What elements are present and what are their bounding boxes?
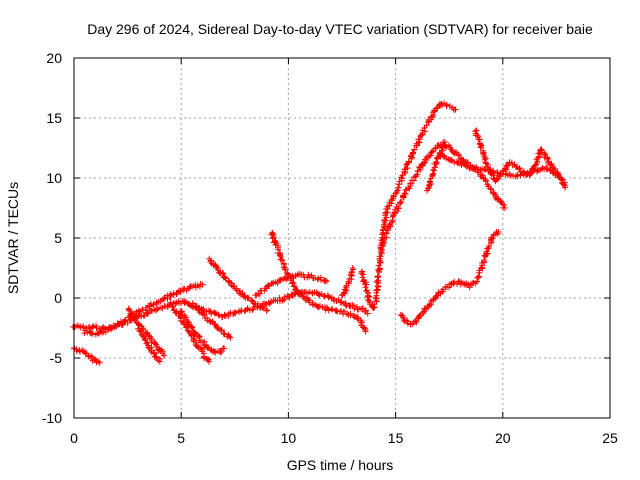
y-tick-label: 0 xyxy=(54,290,62,306)
series-marks xyxy=(436,150,568,186)
series-marks xyxy=(338,265,357,299)
series-arc-8 xyxy=(189,300,234,341)
y-tick-label: 10 xyxy=(46,170,62,186)
series-arc-10 xyxy=(268,229,313,304)
series-marks xyxy=(135,325,163,365)
x-tick-label: 25 xyxy=(602,430,618,446)
series-arc-19 xyxy=(472,127,569,191)
x-tick-label: 15 xyxy=(388,430,404,446)
series-arc-17 xyxy=(424,141,508,211)
x-tick-label: 0 xyxy=(70,430,78,446)
series-marks xyxy=(306,299,369,335)
series-marks xyxy=(358,100,459,311)
x-tick-label: 10 xyxy=(281,430,297,446)
chart-title: Day 296 of 2024, Sidereal Day-to-day VTE… xyxy=(87,21,593,37)
series-arc-3 xyxy=(81,281,206,338)
series-arc-1 xyxy=(71,345,103,366)
series-marks xyxy=(252,271,330,299)
x-axis-label: GPS time / hours xyxy=(287,457,394,473)
series-arc-11 xyxy=(252,271,330,299)
series-marks xyxy=(71,345,103,366)
series-marks xyxy=(377,139,448,254)
series-arc-5 xyxy=(135,325,163,365)
chart-grid xyxy=(74,58,610,418)
series-arc-4 xyxy=(125,305,167,359)
y-tick-label: 20 xyxy=(46,50,62,66)
series-arc-6 xyxy=(167,301,213,365)
y-tick-label: 5 xyxy=(54,230,62,246)
series-marks xyxy=(397,229,502,328)
series-marks xyxy=(268,229,313,304)
series-arc-13 xyxy=(338,265,357,299)
y-axis-label: SDTVAR / TECUs xyxy=(5,182,21,294)
series-arc-16 xyxy=(397,229,502,328)
y-tick-label: -10 xyxy=(42,410,62,426)
x-tick-label: 20 xyxy=(495,430,511,446)
chart-points xyxy=(70,100,569,366)
series-arc-15 xyxy=(377,139,448,254)
series-arc-7 xyxy=(177,308,228,356)
series-marks xyxy=(206,255,270,314)
series-arc-18 xyxy=(436,150,568,186)
y-tick-label: -5 xyxy=(50,350,63,366)
series-marks xyxy=(167,301,213,365)
chart-ticks: 0 5 10 15 20 25 -10 -5 0 5 10 15 20 xyxy=(42,50,618,446)
x-tick-label: 5 xyxy=(177,430,185,446)
series-arc-9 xyxy=(206,255,270,314)
series-marks xyxy=(472,127,569,191)
series-marks xyxy=(424,141,508,211)
series-marks xyxy=(177,308,228,356)
series-marks xyxy=(125,305,167,359)
series-arc-14 xyxy=(358,100,459,311)
series-marks xyxy=(189,300,234,341)
y-tick-label: 15 xyxy=(46,110,62,126)
series-marks xyxy=(81,281,206,338)
series-arc-12 xyxy=(306,299,369,335)
